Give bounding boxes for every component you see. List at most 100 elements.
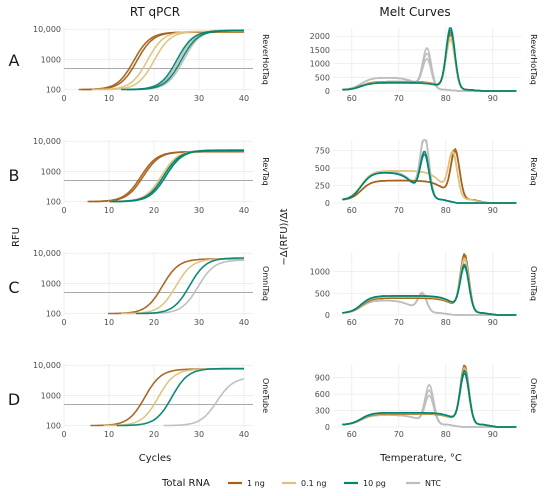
y-tick-label: 500	[315, 164, 330, 173]
x-tick-label: 40	[239, 94, 249, 103]
y-tick-label: 0	[325, 311, 330, 320]
strip-label-omnitaq: OmniTaq	[261, 266, 270, 301]
x-tick-label: 30	[194, 430, 204, 439]
row-letter-a: A	[9, 51, 20, 70]
panel-c-left: 0 10 20 30 40 100 1000 10,000 OmniTaq	[33, 249, 270, 327]
series-line-ntc	[342, 293, 517, 316]
y-tick-label: 600	[315, 390, 330, 399]
x-tick-label: 10	[104, 430, 114, 439]
series-line-1-ng	[342, 367, 517, 428]
y-tick-label: 100	[46, 86, 61, 95]
panel-b-right: 60 70 80 90 0 250 500 750 RevTaq	[315, 139, 538, 215]
x-tick-label: 0	[61, 206, 66, 215]
legend-item-10pg: 10 pg	[344, 479, 386, 488]
x-tick-label: 60	[347, 94, 357, 103]
x-tick-label: 40	[239, 318, 249, 327]
panel-d-left: 0 10 20 30 40 100 1000 10,000 OneTube	[33, 361, 270, 439]
series-line-ntc	[342, 52, 517, 92]
y-tick-label: 1500	[310, 46, 330, 55]
x-tick-label: 20	[149, 206, 159, 215]
y-tick-label: 100	[46, 310, 61, 319]
row-letter-b: B	[9, 166, 20, 185]
x-tick-label: 90	[488, 430, 498, 439]
series-line-ntc	[163, 378, 245, 427]
x-tick-label: 80	[441, 206, 451, 215]
x-tick-label: 60	[347, 206, 357, 215]
x-tick-label: 70	[394, 206, 404, 215]
strip-label-onetube: OneTube	[529, 378, 538, 413]
x-tick-label: 40	[239, 430, 249, 439]
y-tick-label: 500	[315, 289, 330, 298]
series-line-ntc	[342, 394, 517, 428]
series-line-0-1-ng	[342, 367, 517, 428]
y-tick-label: 10,000	[33, 25, 61, 34]
y-tick-label: 750	[315, 147, 330, 156]
x-tick-label: 0	[61, 94, 66, 103]
strip-label-revtaq: RevTaq	[261, 157, 270, 185]
strip-label-omnitaq: OmniTaq	[529, 266, 538, 301]
series-line-10-pg	[342, 153, 517, 204]
panel-b-left: 0 10 20 30 40 100 1000 10,000 RevTaq	[33, 137, 270, 215]
x-tick-label: 90	[488, 206, 498, 215]
series-line-10-pg	[342, 372, 517, 428]
series-line-10-pg	[342, 369, 517, 428]
x-tick-label: 20	[149, 430, 159, 439]
y-tick-label: 10,000	[33, 137, 61, 146]
series-line-10-pg	[127, 29, 244, 91]
y-tick-label: 250	[315, 182, 330, 191]
row-letter-d: D	[8, 390, 20, 409]
legend-item-0-1ng: 0.1 ng	[282, 479, 326, 488]
y-tick-label: 10,000	[33, 249, 61, 258]
x-tick-label: 70	[394, 318, 404, 327]
y-tick-label: 1000	[41, 167, 61, 176]
left-y-axis-label: RFU	[11, 227, 22, 247]
x-tick-label: 90	[488, 94, 498, 103]
series-line-10-pg	[116, 367, 244, 427]
x-tick-label: 40	[239, 206, 249, 215]
right-column-title: Melt Curves	[379, 5, 450, 19]
x-tick-label: 10	[104, 318, 114, 327]
legend-item-ntc: NTC	[406, 479, 441, 488]
x-tick-label: 80	[441, 318, 451, 327]
x-tick-label: 60	[347, 430, 357, 439]
y-tick-label: 1000	[41, 279, 61, 288]
x-tick-label: 70	[394, 430, 404, 439]
series-line-0-1-ng	[99, 30, 244, 91]
y-tick-label: 2000	[310, 32, 330, 41]
y-tick-label: 0	[325, 87, 330, 96]
x-tick-label: 10	[104, 206, 114, 215]
x-tick-label: 20	[149, 318, 159, 327]
right-y-axis-label: −Δ(RFU)/Δt	[279, 208, 290, 265]
legend-title: Total RNA	[161, 478, 210, 489]
x-tick-label: 80	[441, 430, 451, 439]
y-tick-label: 1000	[310, 268, 330, 277]
y-tick-label: 0	[325, 423, 330, 432]
y-tick-label: 10,000	[33, 361, 61, 370]
strip-label-reverhottaq: ReverHotTaq	[261, 34, 270, 85]
strip-label-onetube: OneTube	[261, 378, 270, 413]
legend-label-0-1ng: 0.1 ng	[301, 479, 326, 488]
left-x-axis-label: Cycles	[139, 453, 172, 464]
x-tick-label: 80	[441, 94, 451, 103]
series-line-10-pg	[135, 257, 244, 315]
row-letter-c: C	[8, 278, 19, 297]
panel-c-right: 60 70 80 90 0 500 1000 OmniTaq	[310, 252, 538, 327]
legend-label-ntc: NTC	[425, 479, 441, 488]
series-line-ntc	[144, 259, 245, 315]
y-tick-label: 1000	[41, 55, 61, 64]
y-tick-label: 300	[315, 407, 330, 416]
y-tick-label: 100	[46, 422, 61, 431]
y-tick-label: 100	[46, 198, 61, 207]
legend-item-1ng: 1 ng	[228, 479, 265, 488]
series-line-10-pg	[112, 149, 244, 203]
y-tick-label: 0	[325, 199, 330, 208]
legend: Total RNA 1 ng 0.1 ng 10 pg NTC	[161, 478, 441, 489]
x-tick-label: 70	[394, 94, 404, 103]
y-tick-label: 500	[315, 73, 330, 82]
y-tick-label: 1000	[310, 60, 330, 69]
series-line-0-1-ng	[121, 258, 244, 315]
panel-a-left: 0 10 20 30 40 100 1000 10,000 ReverHotTaq	[33, 25, 270, 103]
